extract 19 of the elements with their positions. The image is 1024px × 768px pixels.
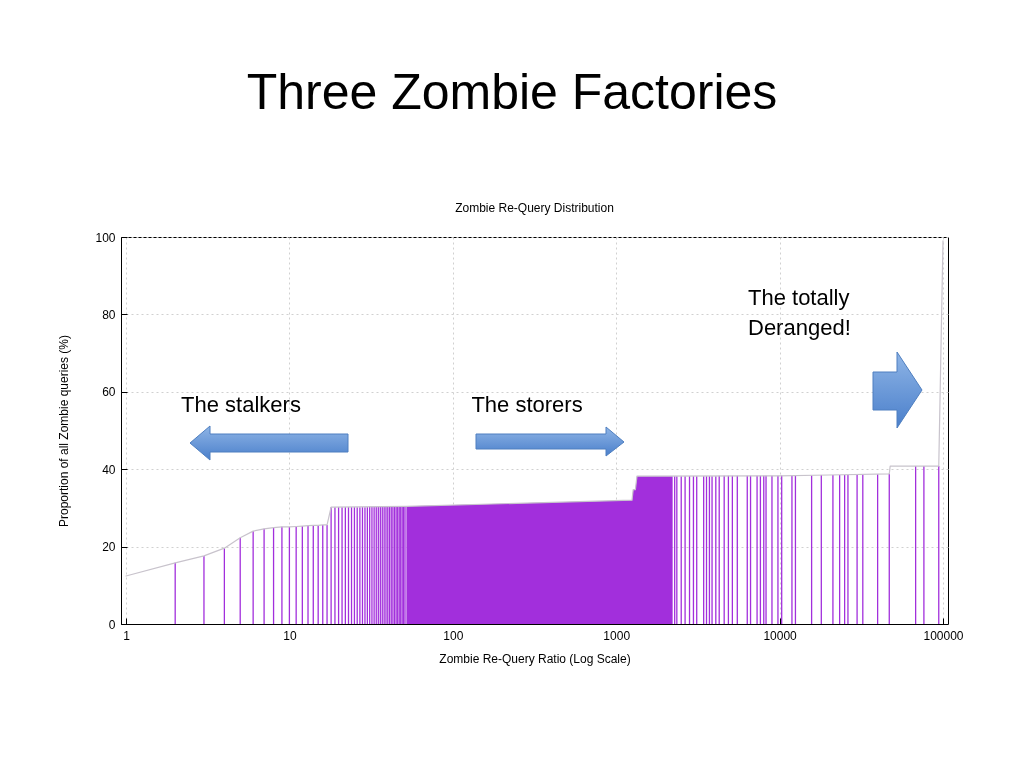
y-tick-label: 60 [102,385,116,400]
y-tick-label: 100 [95,230,116,245]
annotation: The stalkers [181,392,301,417]
chart-title: Three Zombie Factories [245,63,779,122]
chart-subtitle: Zombie Re-Query Distribution [455,201,614,215]
x-axis-title: Zombie Re-Query Ratio (Log Scale) [439,651,631,666]
x-tick-label: 10 [283,628,297,643]
x-tick-label: 1000 [603,628,631,643]
y-tick-label: 80 [102,307,116,322]
y-tick-label: 0 [108,617,116,632]
x-tick-label: 10000 [763,628,798,643]
y-tick-label: 20 [102,540,116,555]
x-tick-label: 100 [443,628,464,643]
y-tick-label: 40 [102,462,116,477]
x-tick-label: 100000 [923,628,964,643]
y-axis-title: Proportion of all Zombie queries (%) [57,334,72,528]
x-tick-label: 1 [123,628,131,643]
annotation: The totally Deranged! [748,285,851,340]
annotation: The storers [471,392,583,417]
